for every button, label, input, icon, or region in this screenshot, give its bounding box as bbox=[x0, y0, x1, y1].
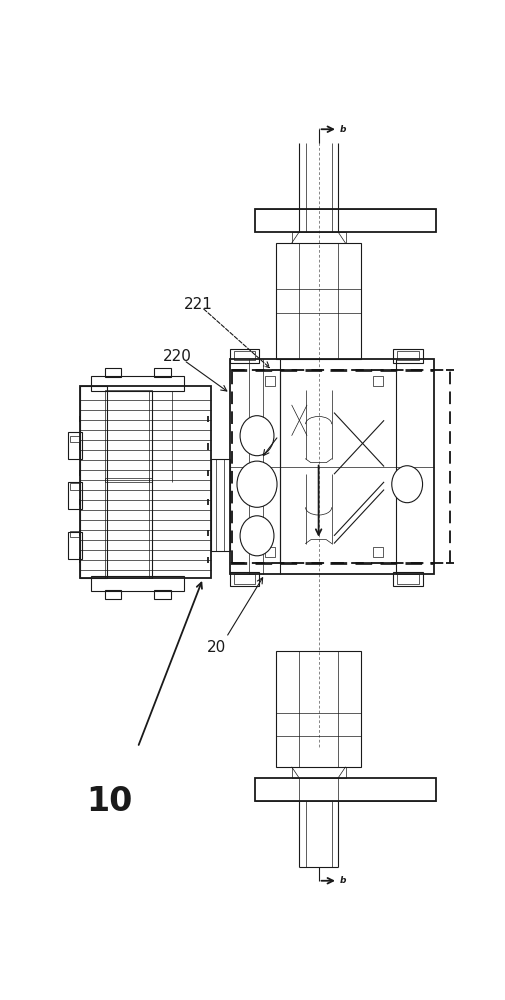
Bar bbox=[70, 531, 80, 537]
Bar bbox=[154, 590, 171, 599]
Bar bbox=[233, 351, 255, 360]
Bar bbox=[230, 572, 259, 586]
Bar bbox=[372, 376, 383, 386]
Bar bbox=[105, 389, 151, 482]
Bar bbox=[230, 349, 259, 363]
Bar bbox=[264, 547, 275, 557]
Bar bbox=[291, 767, 345, 778]
Text: 20: 20 bbox=[207, 640, 226, 655]
Bar bbox=[396, 574, 418, 584]
Bar bbox=[276, 651, 360, 767]
Bar bbox=[105, 368, 121, 377]
Bar bbox=[255, 209, 435, 232]
Bar bbox=[255, 778, 435, 801]
Bar bbox=[291, 232, 345, 243]
Bar bbox=[392, 349, 422, 363]
Bar bbox=[91, 376, 183, 391]
Bar bbox=[105, 590, 121, 599]
Bar bbox=[372, 547, 383, 557]
Ellipse shape bbox=[239, 416, 273, 456]
Ellipse shape bbox=[391, 466, 422, 503]
Bar bbox=[68, 482, 82, 509]
Bar bbox=[91, 576, 183, 591]
Bar bbox=[230, 359, 433, 574]
Bar bbox=[264, 376, 275, 386]
Bar bbox=[276, 243, 360, 359]
Bar bbox=[392, 572, 422, 586]
Bar bbox=[70, 436, 80, 442]
Bar bbox=[211, 459, 230, 551]
Text: 221: 221 bbox=[183, 297, 212, 312]
Bar bbox=[80, 386, 107, 578]
Bar bbox=[80, 386, 211, 578]
Text: b: b bbox=[339, 876, 345, 885]
Bar bbox=[68, 432, 82, 459]
Text: 220: 220 bbox=[163, 349, 191, 364]
Bar bbox=[105, 478, 151, 578]
Text: 10: 10 bbox=[86, 785, 132, 818]
Bar bbox=[70, 483, 80, 490]
Text: b: b bbox=[339, 125, 345, 134]
Ellipse shape bbox=[239, 516, 273, 556]
Bar bbox=[154, 368, 171, 377]
Bar bbox=[396, 351, 418, 360]
Bar bbox=[233, 574, 255, 584]
Bar bbox=[68, 532, 82, 559]
Ellipse shape bbox=[236, 461, 276, 507]
